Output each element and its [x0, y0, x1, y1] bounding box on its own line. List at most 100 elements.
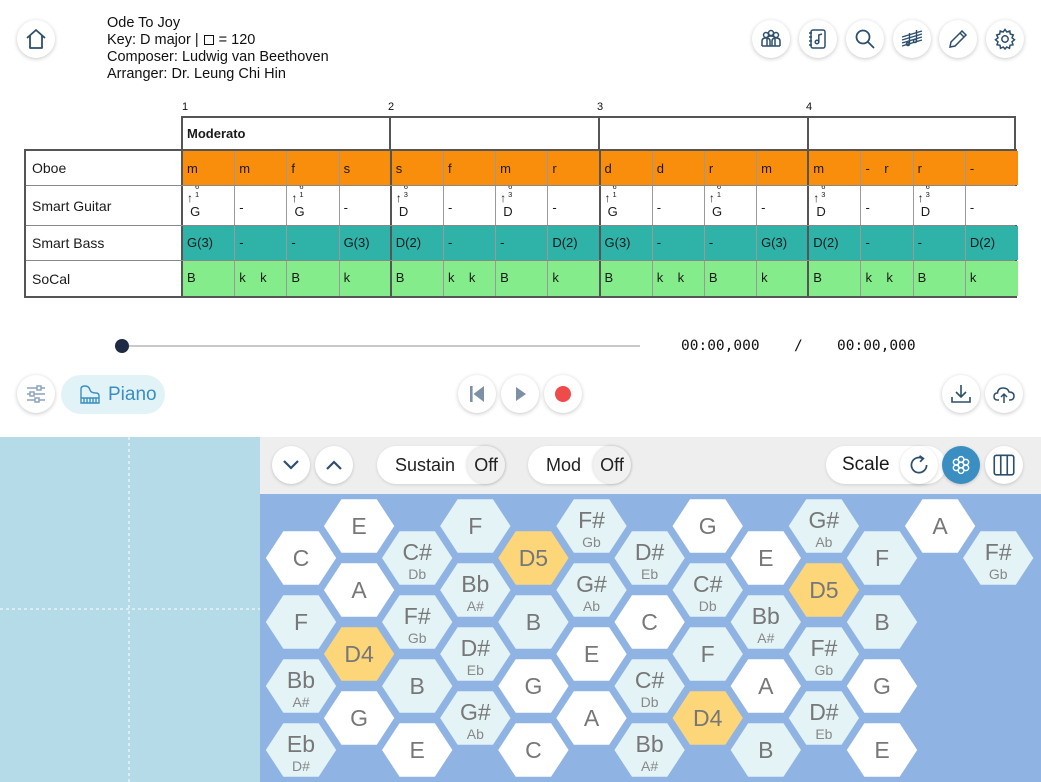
beat-cell[interactable]: ↑ 6 3 D	[391, 186, 444, 225]
beat-cell[interactable]: B	[496, 261, 549, 296]
edit-button[interactable]	[939, 20, 977, 58]
download-button[interactable]	[942, 375, 980, 413]
track-name[interactable]: Smart Bass	[26, 226, 183, 260]
hex-key[interactable]: B	[378, 656, 456, 716]
beat-cell[interactable]: k	[965, 261, 1018, 296]
octave-down-button[interactable]	[272, 446, 310, 484]
hex-key[interactable]: A	[320, 560, 398, 620]
beat-cell[interactable]: -	[965, 151, 1018, 185]
beat-cell[interactable]: G(3)	[183, 226, 236, 260]
beat-cell[interactable]: -	[235, 186, 288, 225]
home-button[interactable]	[17, 20, 55, 58]
hex-key[interactable]: C	[610, 592, 689, 652]
beat-cell[interactable]: ↑ 6 3 D	[496, 186, 549, 225]
beat-cell[interactable]: -	[861, 226, 914, 260]
hex-key[interactable]: EbD#	[262, 720, 340, 780]
octave-up-button[interactable]	[315, 446, 353, 484]
beat-cell[interactable]: G(3)	[600, 226, 653, 260]
beat-cell[interactable]: D(2)	[965, 226, 1018, 260]
sustain-toggle[interactable]: Sustain Off	[377, 446, 506, 484]
hex-key[interactable]: G#Ab	[552, 560, 631, 620]
beat-cell[interactable]: r	[704, 151, 758, 185]
beat-cell[interactable]: -	[548, 186, 601, 225]
piano-layout-button[interactable]	[985, 446, 1023, 484]
hex-key[interactable]: C	[262, 528, 340, 588]
hex-key[interactable]: BbA#	[610, 720, 689, 780]
beat-cell[interactable]: k k	[861, 261, 914, 296]
beat-cell[interactable]: D(2)	[809, 226, 862, 260]
hex-key[interactable]: G	[320, 688, 398, 748]
hex-key[interactable]: G	[843, 656, 921, 716]
cloud-upload-button[interactable]	[985, 375, 1023, 413]
hex-key[interactable]: F#Gb	[552, 496, 631, 556]
beat-cell[interactable]: -	[652, 226, 705, 260]
skip-back-button[interactable]	[458, 375, 496, 413]
hex-keyboard[interactable]: C E C# Db F D5 F# Gb D# Eb G E G# Ab F A F# Gb F A F# Gb Bb A# B…	[260, 494, 1041, 782]
hex-key[interactable]: F	[668, 624, 747, 684]
instrument-selector[interactable]: Piano	[61, 375, 165, 414]
beat-cell[interactable]: k k	[235, 261, 288, 296]
record-button[interactable]	[544, 375, 582, 413]
hex-key[interactable]: C#Db	[610, 656, 689, 716]
beat-cell[interactable]: d	[600, 151, 653, 185]
hex-key[interactable]: F#Gb	[785, 624, 863, 684]
beat-cell[interactable]: ↑ 6 1 G	[287, 186, 340, 225]
sustain-value[interactable]: Off	[467, 446, 506, 484]
beat-cell[interactable]: -	[704, 226, 758, 260]
beat-cell[interactable]: r	[913, 151, 966, 185]
hex-layout-button[interactable]	[942, 446, 980, 484]
beat-cell[interactable]: r	[548, 151, 601, 185]
beat-cell[interactable]: ↑ 6 1 G	[600, 186, 653, 225]
beat-cell[interactable]: ↑ 6 1 G	[704, 186, 758, 225]
beat-cell[interactable]: m	[757, 151, 810, 185]
beat-cell[interactable]: s	[339, 151, 392, 185]
beat-cell[interactable]: -	[496, 226, 549, 260]
hex-key[interactable]: D#Eb	[436, 624, 515, 684]
beat-cell[interactable]: m	[496, 151, 549, 185]
hex-key[interactable]: C#Db	[378, 528, 456, 588]
hex-key[interactable]: F	[843, 528, 921, 588]
track-name[interactable]: Oboe	[26, 151, 183, 185]
beat-cell[interactable]: -	[965, 186, 1018, 225]
hex-key[interactable]: F#Gb	[378, 592, 456, 652]
beat-cell[interactable]: -	[443, 186, 497, 225]
hex-key[interactable]: G#Ab	[436, 688, 515, 748]
beat-cell[interactable]: k	[548, 261, 601, 296]
hex-key[interactable]: BbA#	[436, 560, 515, 620]
beat-cell[interactable]: -	[861, 186, 914, 225]
scale-refresh-button[interactable]	[900, 446, 938, 484]
beat-cell[interactable]: B	[704, 261, 758, 296]
hex-key[interactable]: G#Ab	[785, 496, 863, 556]
hex-key[interactable]: B	[727, 720, 805, 780]
beat-cell[interactable]: D(2)	[548, 226, 601, 260]
beat-cell[interactable]: m	[235, 151, 288, 185]
beat-cell[interactable]: -	[913, 226, 966, 260]
beat-cell[interactable]: f	[287, 151, 340, 185]
beat-cell[interactable]: B	[287, 261, 340, 296]
score-library-button[interactable]	[799, 20, 837, 58]
beat-cell[interactable]: k	[339, 261, 392, 296]
xy-touch-pad[interactable]	[0, 437, 260, 782]
play-button[interactable]	[501, 375, 539, 413]
hex-key[interactable]: D5	[494, 528, 573, 588]
hex-key[interactable]: B	[843, 592, 921, 652]
track-name[interactable]: SoCal	[26, 261, 183, 296]
hex-key[interactable]: D#Eb	[610, 528, 689, 588]
hex-key[interactable]: A	[901, 496, 979, 556]
hex-key[interactable]: A	[552, 688, 631, 748]
hex-key[interactable]: E	[552, 624, 631, 684]
beat-cell[interactable]: -	[443, 226, 497, 260]
beat-cell[interactable]: k k	[652, 261, 705, 296]
hex-key[interactable]: C	[494, 720, 573, 780]
beat-cell[interactable]: B	[809, 261, 862, 296]
track-name[interactable]: Smart Guitar	[26, 186, 183, 225]
beat-cell[interactable]: G(3)	[757, 226, 810, 260]
hex-key[interactable]: B	[494, 592, 573, 652]
beat-cell[interactable]: B	[913, 261, 966, 296]
hex-key[interactable]: G	[668, 496, 747, 556]
hex-key[interactable]: D4	[668, 688, 747, 748]
beat-cell[interactable]: -	[652, 186, 705, 225]
beat-cell[interactable]: d	[652, 151, 705, 185]
hex-key[interactable]: E	[378, 720, 456, 780]
mixer-button[interactable]	[17, 375, 55, 413]
